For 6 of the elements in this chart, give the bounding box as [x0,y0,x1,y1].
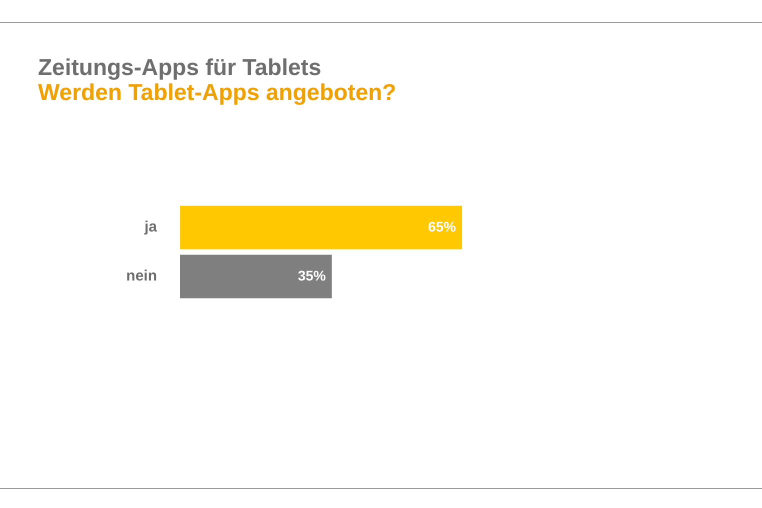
chart-title: Zeitungs-Apps für Tablets [38,54,322,81]
y-tick-label: ja [143,218,158,236]
y-tick-label: nein [126,268,157,285]
chart-subtitle: Werden Tablet-Apps angeboten? [38,79,396,106]
data-label: 35% [298,267,326,284]
data-label: 65% [428,218,457,234]
